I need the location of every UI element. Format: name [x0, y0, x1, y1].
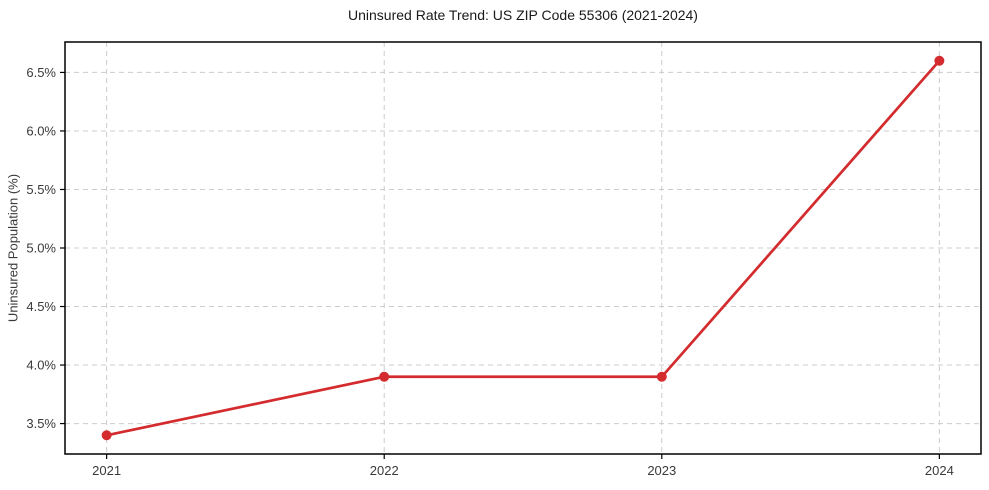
- chart-title: Uninsured Rate Trend: US ZIP Code 55306 …: [348, 7, 698, 23]
- y-tick-label: 5.5%: [26, 182, 56, 197]
- x-tick-label: 2023: [647, 463, 676, 478]
- x-tick-label: 2022: [370, 463, 399, 478]
- data-point: [656, 371, 667, 382]
- x-tick-label: 2024: [925, 463, 954, 478]
- y-tick-label: 5.0%: [26, 241, 56, 256]
- data-point: [379, 371, 390, 382]
- data-point: [934, 55, 945, 66]
- y-tick-label: 6.5%: [26, 65, 56, 80]
- data-point: [101, 430, 112, 441]
- x-tick-label: 2021: [92, 463, 121, 478]
- y-tick-label: 6.0%: [26, 124, 56, 139]
- y-tick-label: 4.5%: [26, 299, 56, 314]
- trend-line: [105, 59, 941, 437]
- plot-frame: [64, 41, 982, 455]
- y-tick-label: 3.5%: [26, 416, 56, 431]
- y-tick-label: 4.0%: [26, 358, 56, 373]
